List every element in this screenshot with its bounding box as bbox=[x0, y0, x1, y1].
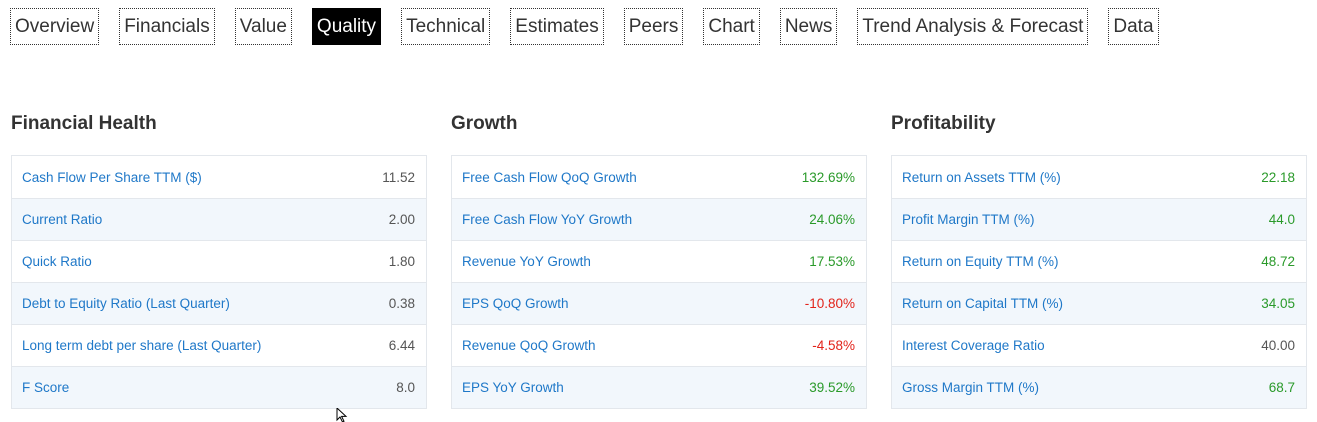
table-row: Return on Capital TTM (%) 34.05 bbox=[892, 282, 1306, 324]
tab-estimates[interactable]: Estimates bbox=[510, 8, 604, 45]
metric-value: 11.52 bbox=[382, 169, 415, 185]
table-row: Gross Margin TTM (%) 68.7 bbox=[892, 366, 1306, 408]
metric-value: 48.72 bbox=[1261, 254, 1295, 269]
growth-title: Growth bbox=[451, 113, 518, 134]
tab-chart[interactable]: Chart bbox=[703, 8, 760, 45]
tab-value[interactable]: Value bbox=[234, 8, 292, 45]
table-row: Return on Equity TTM (%) 48.72 bbox=[892, 240, 1306, 282]
table-row: Cash Flow Per Share TTM ($) 11.52 bbox=[12, 156, 426, 198]
table-row: Free Cash Flow QoQ Growth 132.69% bbox=[452, 156, 866, 198]
metric-value: 132.69% bbox=[801, 169, 855, 185]
table-row: Revenue QoQ Growth -4.58% bbox=[452, 324, 866, 366]
metric-link[interactable]: Revenue QoQ Growth bbox=[462, 338, 596, 353]
table-row: Current Ratio 2.00 bbox=[12, 198, 426, 240]
metric-value: 1.80 bbox=[388, 254, 415, 269]
profitability-panel: Profitability Return on Assets TTM (%) 22… bbox=[891, 113, 1307, 409]
metric-value: 2.00 bbox=[388, 212, 415, 227]
section-tabs: Overview Financials Value Quality Techni… bbox=[10, 8, 1179, 45]
metric-value: -10.80% bbox=[804, 296, 855, 311]
metric-value: 6.44 bbox=[388, 338, 415, 353]
financial-health-table: Cash Flow Per Share TTM ($) 11.52 Current… bbox=[11, 155, 427, 409]
metric-value: -4.58% bbox=[812, 338, 855, 353]
tab-financials[interactable]: Financials bbox=[119, 8, 215, 45]
metric-value: 39.52% bbox=[809, 380, 855, 395]
metric-value: 40.00 bbox=[1261, 338, 1295, 353]
table-row: Return on Assets TTM (%) 22.18 bbox=[892, 156, 1306, 198]
table-row: Long term debt per share (Last Quarter) 6… bbox=[12, 324, 426, 366]
profitability-table: Return on Assets TTM (%) 22.18 Profit Mar… bbox=[891, 155, 1307, 409]
metric-link[interactable]: Quick Ratio bbox=[22, 254, 92, 269]
metric-value: 0.38 bbox=[388, 296, 415, 311]
table-row: EPS YoY Growth 39.52% bbox=[452, 366, 866, 408]
table-row: EPS QoQ Growth -10.80% bbox=[452, 282, 866, 324]
metric-value: 22.18 bbox=[1261, 169, 1295, 185]
tab-data[interactable]: Data bbox=[1108, 8, 1159, 45]
profitability-title: Profitability bbox=[891, 113, 996, 134]
table-row: Profit Margin TTM (%) 44.0 bbox=[892, 198, 1306, 240]
metric-link[interactable]: Profit Margin TTM (%) bbox=[902, 212, 1035, 227]
financial-health-title: Financial Health bbox=[11, 113, 157, 134]
metric-link[interactable]: Interest Coverage Ratio bbox=[902, 338, 1045, 353]
metric-link[interactable]: Free Cash Flow QoQ Growth bbox=[462, 169, 637, 185]
metric-value: 68.7 bbox=[1268, 380, 1295, 395]
financial-health-panel: Financial Health Cash Flow Per Share TTM… bbox=[11, 113, 427, 409]
metric-link[interactable]: Current Ratio bbox=[22, 212, 103, 227]
table-row: Interest Coverage Ratio 40.00 bbox=[892, 324, 1306, 366]
growth-table: Free Cash Flow QoQ Growth 132.69% Free Ca… bbox=[451, 155, 867, 409]
metric-link[interactable]: Revenue YoY Growth bbox=[462, 254, 591, 269]
metric-link[interactable]: Return on Assets TTM (%) bbox=[902, 169, 1061, 185]
tab-overview[interactable]: Overview bbox=[10, 8, 100, 45]
table-row: Revenue YoY Growth 17.53% bbox=[452, 240, 866, 282]
tab-quality[interactable]: Quality bbox=[311, 8, 382, 45]
metric-value: 8.0 bbox=[396, 380, 415, 395]
metric-link[interactable]: F Score bbox=[22, 380, 70, 395]
metric-link[interactable]: Cash Flow Per Share TTM ($) bbox=[22, 169, 202, 185]
metric-link[interactable]: Return on Equity TTM (%) bbox=[902, 254, 1059, 269]
metric-link[interactable]: Free Cash Flow YoY Growth bbox=[462, 212, 633, 227]
table-row: Free Cash Flow YoY Growth 24.06% bbox=[452, 198, 866, 240]
metric-value: 34.05 bbox=[1261, 296, 1295, 311]
growth-panel: Growth Free Cash Flow QoQ Growth 132.69% … bbox=[451, 113, 867, 409]
table-row: Quick Ratio 1.80 bbox=[12, 240, 426, 282]
metric-value: 17.53% bbox=[809, 254, 855, 269]
metric-link[interactable]: EPS YoY Growth bbox=[462, 380, 564, 395]
metric-link[interactable]: Debt to Equity Ratio (Last Quarter) bbox=[22, 296, 230, 311]
metric-value: 44.0 bbox=[1268, 212, 1295, 227]
metric-link[interactable]: EPS QoQ Growth bbox=[462, 296, 569, 311]
metric-value: 24.06% bbox=[809, 212, 855, 227]
metric-link[interactable]: Long term debt per share (Last Quarter) bbox=[22, 338, 262, 353]
table-row: Debt to Equity Ratio (Last Quarter) 0.38 bbox=[12, 282, 426, 324]
tab-trend-analysis-forecast[interactable]: Trend Analysis & Forecast bbox=[857, 8, 1089, 45]
table-row: F Score 8.0 bbox=[12, 366, 426, 408]
tab-technical[interactable]: Technical bbox=[401, 8, 491, 45]
metric-link[interactable]: Gross Margin TTM (%) bbox=[902, 380, 1040, 395]
tab-peers[interactable]: Peers bbox=[623, 8, 684, 45]
metric-link[interactable]: Return on Capital TTM (%) bbox=[902, 296, 1064, 311]
tab-news[interactable]: News bbox=[779, 8, 838, 45]
